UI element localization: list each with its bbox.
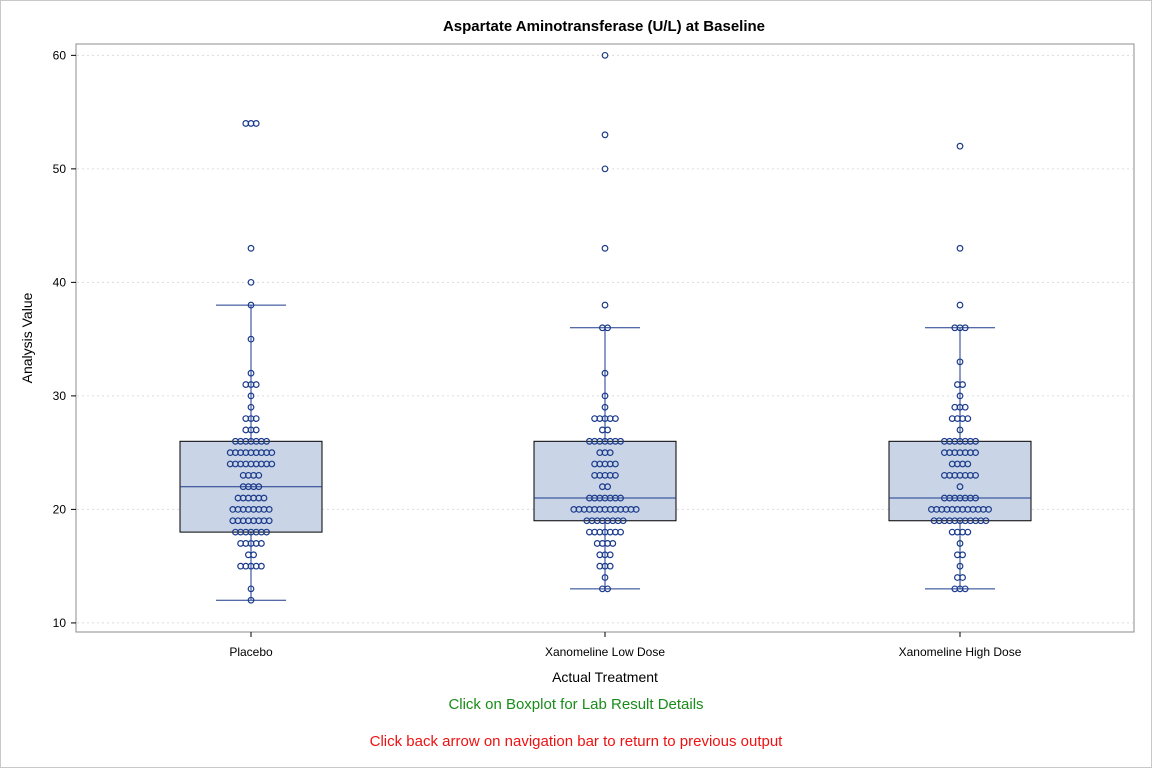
- data-point: [252, 426, 260, 434]
- data-point: [612, 471, 619, 479]
- data-point: [959, 551, 966, 559]
- data-point: [247, 244, 255, 252]
- data-point: [956, 142, 964, 150]
- data-point: [247, 596, 255, 604]
- data-points: [226, 51, 992, 604]
- data-point: [601, 131, 609, 139]
- data-point: [255, 471, 263, 479]
- data-point: [961, 585, 969, 593]
- y-axis-ticks: 10 20 30 40 50 60: [53, 48, 76, 630]
- data-point: [619, 517, 627, 525]
- data-point: [961, 324, 969, 332]
- data-point: [247, 403, 255, 411]
- data-point: [956, 358, 964, 366]
- data-point: [956, 426, 964, 434]
- data-point: [956, 244, 964, 252]
- data-point: [956, 540, 964, 547]
- y-axis-label: Analysis Value: [19, 292, 35, 383]
- data-point: [260, 494, 268, 502]
- x-axis-label: Actual Treatment: [552, 669, 658, 685]
- data-point: [617, 437, 624, 445]
- data-point: [972, 494, 979, 502]
- data-point: [268, 449, 276, 457]
- data-point: [606, 551, 614, 559]
- data-point: [601, 165, 609, 173]
- data-point: [601, 244, 609, 252]
- data-point: [964, 415, 972, 422]
- data-point: [247, 278, 255, 286]
- data-point: [617, 494, 624, 502]
- data-point: [252, 381, 260, 388]
- y-tick-label: 60: [53, 48, 67, 62]
- data-point: [247, 335, 255, 343]
- box-iqr[interactable]: [533, 440, 677, 522]
- x-axis-ticks: Placebo Xanomeline Low Dose Xanomeline Hig…: [229, 632, 1022, 659]
- data-point: [612, 460, 619, 468]
- data-point: [632, 506, 640, 513]
- data-point: [604, 324, 611, 332]
- data-point: [250, 551, 258, 559]
- y-tick-label: 50: [53, 162, 67, 176]
- y-tick-label: 20: [53, 502, 67, 516]
- boxes[interactable]: [179, 304, 1032, 601]
- data-point: [972, 449, 979, 457]
- y-tick-label: 30: [53, 389, 67, 403]
- data-point: [601, 369, 609, 377]
- data-point: [982, 517, 990, 525]
- data-point: [604, 483, 611, 491]
- y-tick-label: 10: [53, 616, 67, 630]
- data-point: [972, 471, 979, 479]
- data-point: [258, 540, 265, 547]
- boxplot-details-hint: Click on Boxplot for Lab Result Details: [448, 696, 704, 713]
- data-point: [252, 415, 260, 422]
- data-point: [247, 301, 255, 309]
- data-point: [604, 426, 611, 434]
- data-point: [601, 574, 609, 581]
- data-point: [606, 449, 614, 457]
- data-point: [959, 381, 966, 388]
- data-point: [268, 460, 276, 468]
- data-point: [247, 585, 255, 593]
- data-point: [606, 562, 614, 570]
- data-point: [956, 483, 964, 491]
- data-point: [252, 120, 260, 127]
- x-tick-label: Xanomeline Low Dose: [545, 645, 665, 659]
- data-point: [263, 437, 271, 445]
- x-tick-label: Placebo: [229, 645, 273, 659]
- data-point: [601, 392, 609, 400]
- data-point: [258, 562, 265, 570]
- data-point: [959, 574, 966, 581]
- data-point: [263, 528, 271, 536]
- boxplot-xanomeline-low-dose[interactable]: [533, 327, 677, 590]
- data-point: [964, 528, 972, 536]
- data-point: [972, 437, 979, 445]
- data-point: [961, 403, 969, 411]
- boxplot-xanomeline-high-dose[interactable]: [888, 327, 1032, 590]
- data-point: [609, 540, 617, 547]
- data-point: [964, 460, 972, 468]
- data-point: [617, 528, 624, 536]
- data-point: [601, 51, 609, 59]
- data-point: [255, 483, 263, 491]
- data-point: [601, 301, 609, 309]
- chart-title: Aspartate Aminotransferase (U/L) at Base…: [443, 18, 765, 35]
- data-point: [265, 517, 273, 525]
- data-point: [956, 301, 964, 309]
- y-tick-label: 40: [53, 275, 67, 289]
- data-point: [247, 392, 255, 400]
- data-point: [956, 392, 964, 400]
- data-point: [604, 585, 611, 593]
- data-point: [601, 403, 609, 411]
- data-point: [265, 506, 273, 513]
- data-point: [956, 562, 964, 570]
- data-point: [247, 369, 255, 377]
- navigation-hint: Click back arrow on navigation bar to re…: [369, 733, 783, 750]
- data-point: [985, 506, 992, 513]
- data-point: [612, 415, 619, 422]
- x-tick-label: Xanomeline High Dose: [899, 645, 1022, 659]
